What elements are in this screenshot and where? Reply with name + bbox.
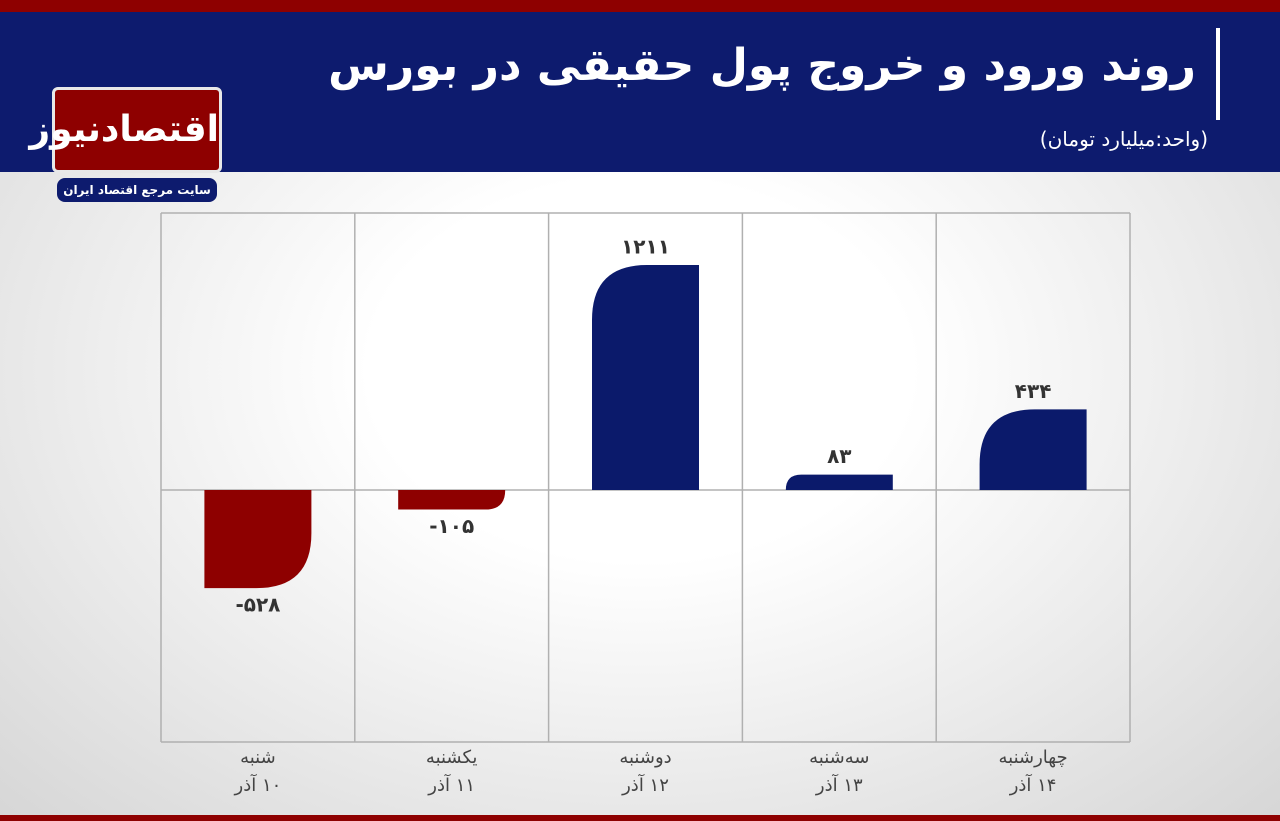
value-label: ۴۳۴ <box>1015 379 1052 403</box>
logo-tagline: سایت مرجع اقتصاد ایران <box>57 178 217 202</box>
x-tick-label: ۱۲ آذر <box>621 773 669 796</box>
bar <box>204 490 312 589</box>
value-label: ۱۲۱۱ <box>621 235 670 259</box>
top-stripe <box>0 0 1280 12</box>
x-tick-label: سه‌شنبه <box>809 747 869 768</box>
chart-subtitle: (واحد:میلیارد تومان) <box>1039 127 1208 151</box>
x-tick-label: یکشنبه <box>426 747 478 768</box>
x-tick-label: ۱۳ آذر <box>815 773 863 796</box>
bottom-stripe <box>0 815 1280 821</box>
bar <box>398 490 506 510</box>
x-tick-label: دوشنبه <box>619 747 671 768</box>
x-tick-label: چهارشنبه <box>998 747 1067 768</box>
bar <box>592 265 699 491</box>
x-tick-label: ۱۱ آذر <box>427 773 475 796</box>
x-tick-label: ۱۴ آذر <box>1009 773 1057 796</box>
chart-title: روند ورود و خروج پول حقیقی در بورس <box>328 40 1196 91</box>
logo: اقتصادنیوز <box>29 87 222 173</box>
title-divider <box>1216 28 1220 120</box>
bar <box>979 409 1087 491</box>
value-label: -۱۰۵ <box>429 514 474 538</box>
x-tick-label: ۱۰ آذر <box>234 773 282 796</box>
value-label: -۵۲۸ <box>235 593 280 617</box>
x-tick-label: شنبه <box>240 747 276 768</box>
value-label: ۸۳ <box>827 444 851 468</box>
bar <box>785 474 893 491</box>
